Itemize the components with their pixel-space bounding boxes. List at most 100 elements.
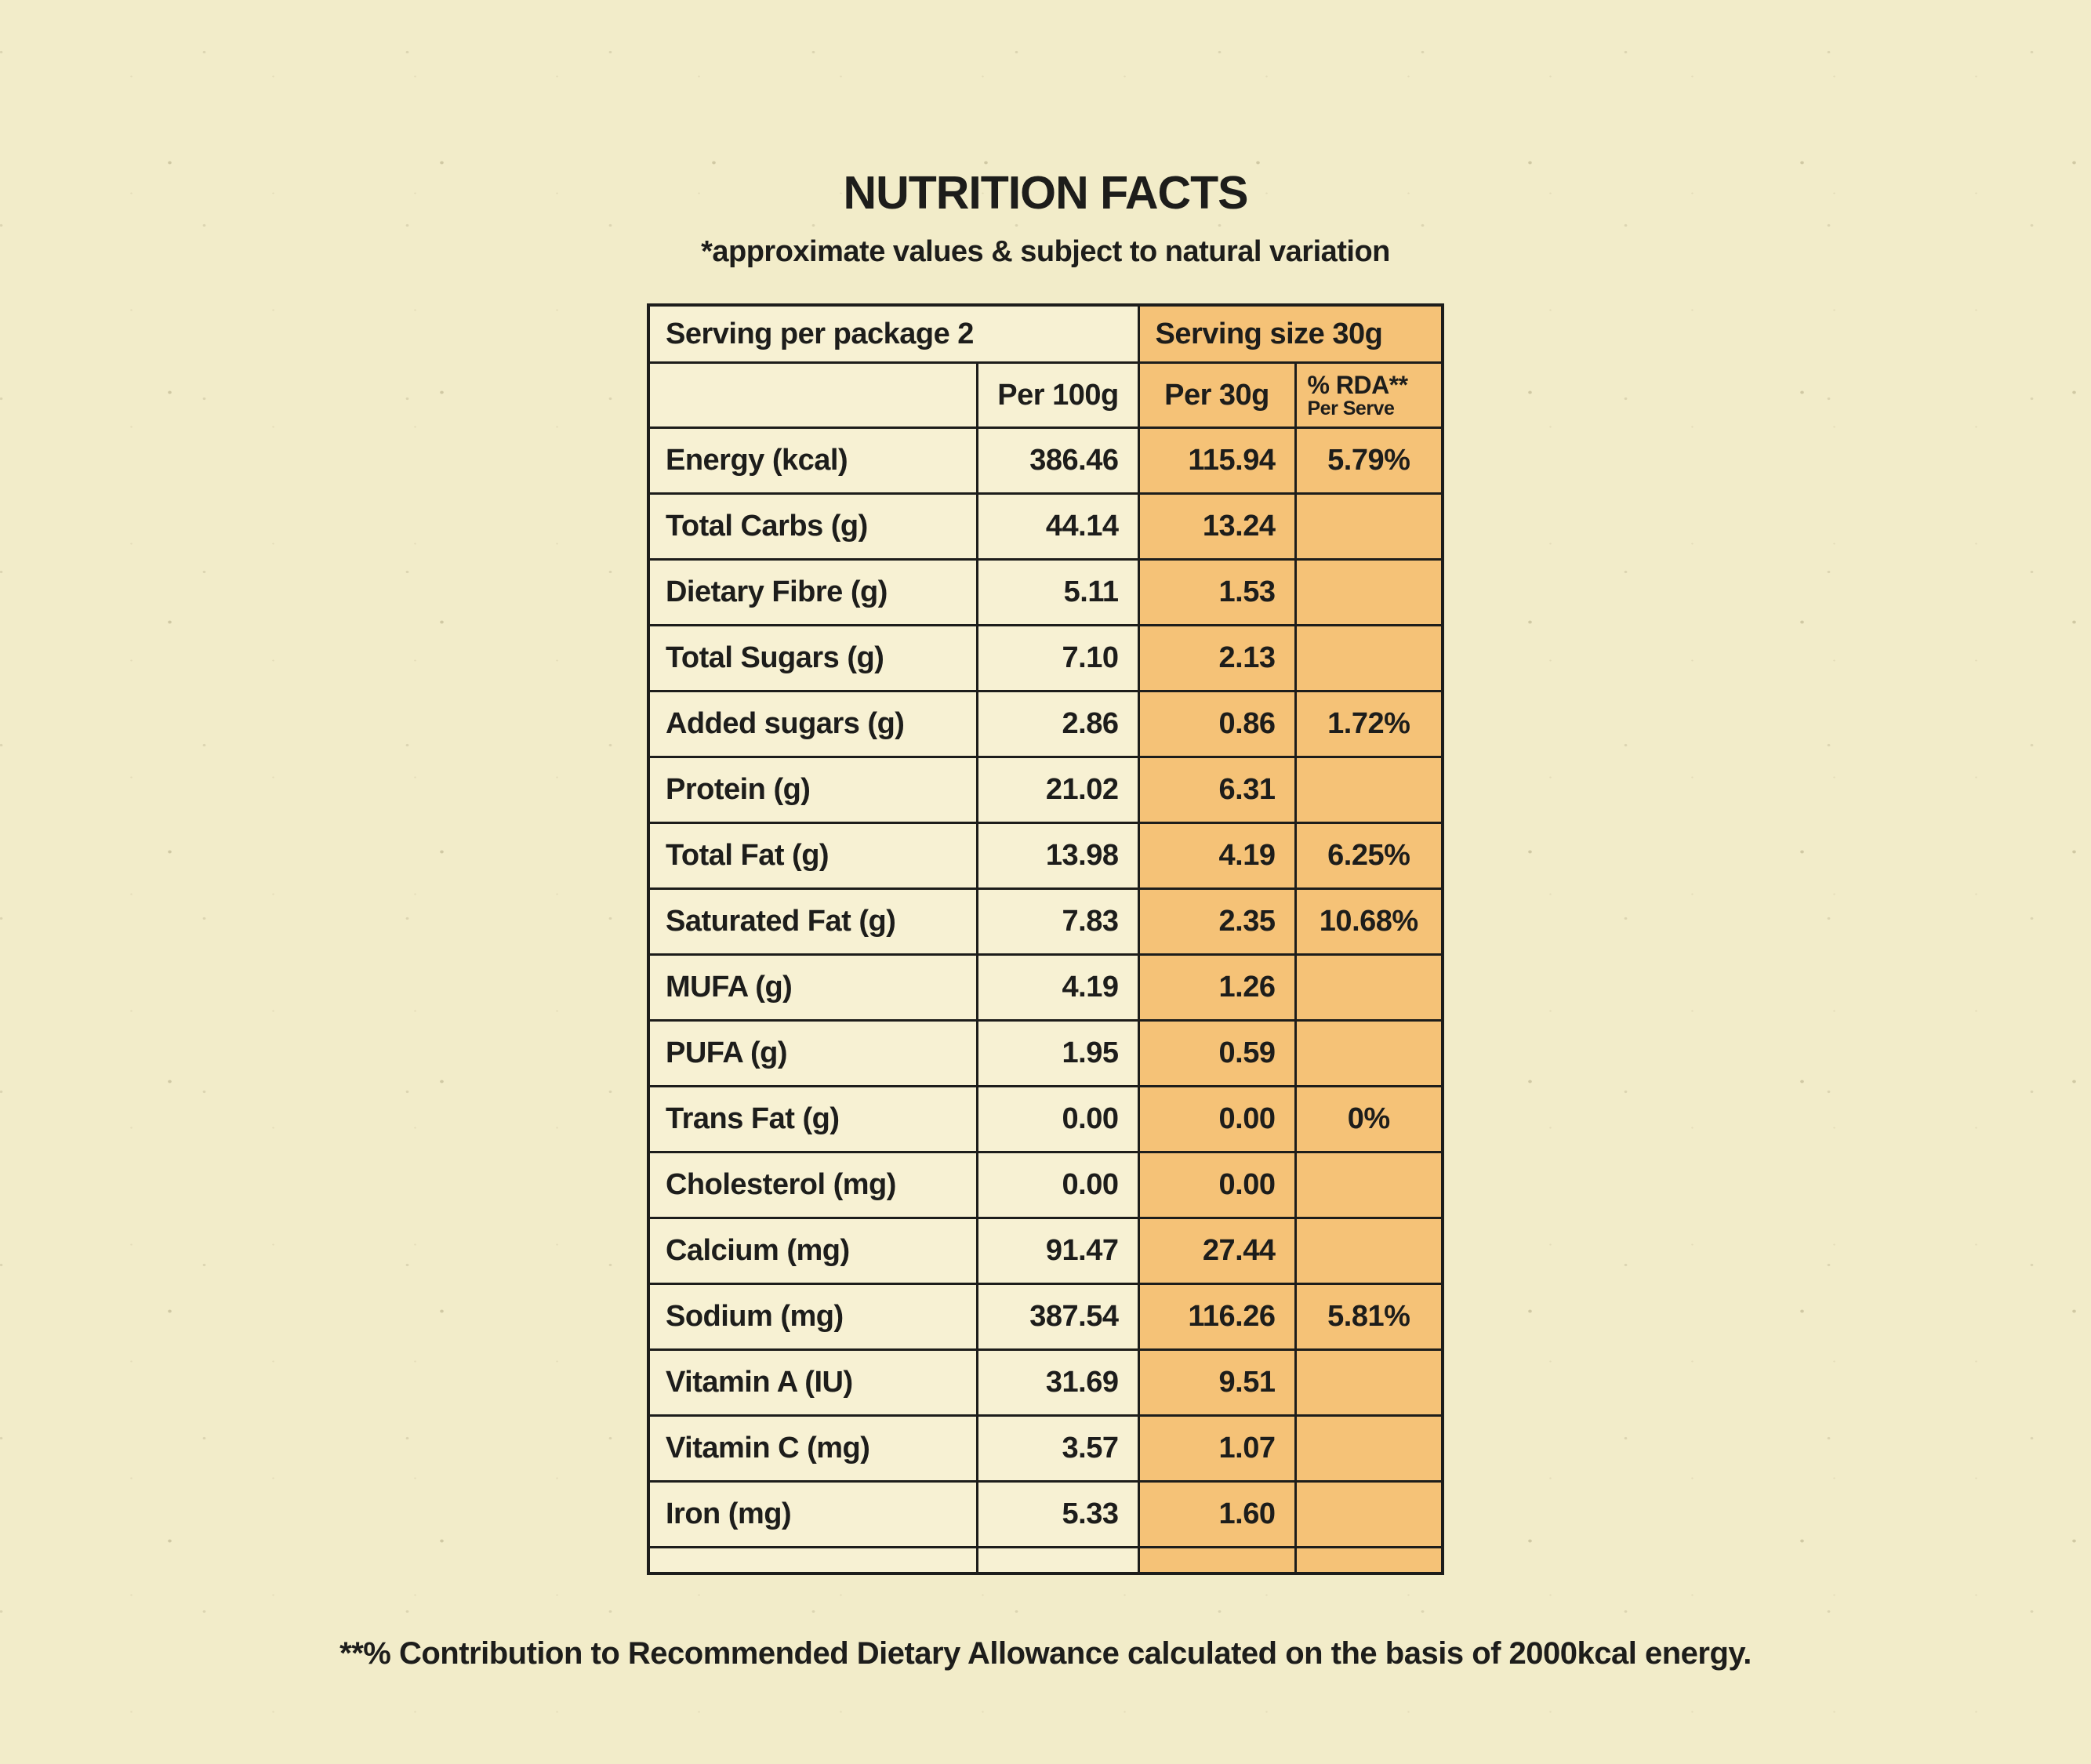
value-per-100g: 0.00 xyxy=(976,1085,1140,1153)
row-label: Total Fat (g) xyxy=(647,822,979,890)
value-rda xyxy=(1294,953,1444,1022)
value-rda: 0% xyxy=(1294,1085,1444,1153)
table-row: Vitamin C (mg) 3.57 1.07 xyxy=(647,1414,1444,1483)
rda-header-line1: % RDA** xyxy=(1307,371,1409,399)
value-per-100g: 4.19 xyxy=(976,953,1140,1022)
row-label: Total Carbs (g) xyxy=(647,492,979,561)
row-label: Sodium (mg) xyxy=(647,1283,979,1351)
page-title: NUTRITION FACTS xyxy=(843,167,1249,219)
row-label: MUFA (g) xyxy=(647,953,979,1022)
value-per-100g: 7.10 xyxy=(976,624,1140,692)
table-row: Trans Fat (g) 0.00 0.00 0% xyxy=(647,1085,1444,1153)
table-row: Iron (mg) 5.33 1.60 xyxy=(647,1480,1444,1548)
table-row: Saturated Fat (g) 7.83 2.35 10.68% xyxy=(647,887,1444,956)
row-label: Iron (mg) xyxy=(647,1480,979,1548)
value-per-100g: 13.98 xyxy=(976,822,1140,890)
value-per-100g: 0.00 xyxy=(976,1151,1140,1219)
row-label: Saturated Fat (g) xyxy=(647,887,979,956)
value-per-30g: 13.24 xyxy=(1137,492,1297,561)
value-per-100g: 5.33 xyxy=(976,1480,1140,1548)
table-row: Vitamin A (IU) 31.69 9.51 xyxy=(647,1348,1444,1417)
value-rda xyxy=(1294,624,1444,692)
value-rda xyxy=(1294,1414,1444,1483)
table-row: Added sugars (g) 2.86 0.86 1.72% xyxy=(647,690,1444,758)
value-rda: 5.81% xyxy=(1294,1283,1444,1351)
value-rda: 1.72% xyxy=(1294,690,1444,758)
value-per-30g: 1.60 xyxy=(1137,1480,1297,1548)
row-label: PUFA (g) xyxy=(647,1019,979,1087)
table-row: Cholesterol (mg) 0.00 0.00 xyxy=(647,1151,1444,1219)
table-row: Sodium (mg) 387.54 116.26 5.81% xyxy=(647,1283,1444,1351)
value-per-30g: 1.53 xyxy=(1137,558,1297,626)
value-rda: 10.68% xyxy=(1294,887,1444,956)
table-row: MUFA (g) 4.19 1.26 xyxy=(647,953,1444,1022)
value-per-30g: 115.94 xyxy=(1137,426,1297,495)
row-label: Cholesterol (mg) xyxy=(647,1151,979,1219)
value-per-30g: 27.44 xyxy=(1137,1217,1297,1285)
value-rda xyxy=(1294,1151,1444,1219)
table-row: Dietary Fibre (g) 5.11 1.53 xyxy=(647,558,1444,626)
per-100g-column-header: Per 100g xyxy=(976,361,1140,429)
spacer-row xyxy=(647,1546,1444,1573)
row-label: Vitamin C (mg) xyxy=(647,1414,979,1483)
value-per-100g: 5.11 xyxy=(976,558,1140,626)
serving-per-package-header: Serving per package 2 xyxy=(647,303,1140,364)
column-header-row: Per 100g Per 30g % RDA** Per Serve xyxy=(647,361,1444,429)
value-per-30g: 9.51 xyxy=(1137,1348,1297,1417)
value-per-30g: 0.86 xyxy=(1137,690,1297,758)
nutrient-column-header xyxy=(647,361,979,429)
row-label: Vitamin A (IU) xyxy=(647,1348,979,1417)
nutrition-label: NUTRITION FACTS *approximate values & su… xyxy=(339,167,1752,1671)
value-per-100g: 91.47 xyxy=(976,1217,1140,1285)
value-per-100g: 21.02 xyxy=(976,756,1140,824)
value-rda xyxy=(1294,558,1444,626)
value-per-30g: 4.19 xyxy=(1137,822,1297,890)
row-label: Total Sugars (g) xyxy=(647,624,979,692)
footnote: **% Contribution to Recommended Dietary … xyxy=(339,1636,1752,1671)
table-row: Total Carbs (g) 44.14 13.24 xyxy=(647,492,1444,561)
value-rda xyxy=(1294,1217,1444,1285)
serving-size-header: Serving size 30g xyxy=(1137,303,1444,364)
value-per-100g: 7.83 xyxy=(976,887,1140,956)
value-per-100g: 31.69 xyxy=(976,1348,1140,1417)
page-subtitle: *approximate values & subject to natural… xyxy=(701,235,1390,268)
nutrition-table: Serving per package 2 Serving size 30g P… xyxy=(646,303,1444,1575)
value-per-100g: 387.54 xyxy=(976,1283,1140,1351)
value-per-30g: 6.31 xyxy=(1137,756,1297,824)
value-per-100g: 3.57 xyxy=(976,1414,1140,1483)
per-30g-column-header: Per 30g xyxy=(1137,361,1297,429)
rda-header-line2: Per Serve xyxy=(1307,397,1395,419)
table-row: Calcium (mg) 91.47 27.44 xyxy=(647,1217,1444,1285)
row-label: Calcium (mg) xyxy=(647,1217,979,1285)
value-per-30g: 2.13 xyxy=(1137,624,1297,692)
value-per-100g: 1.95 xyxy=(976,1019,1140,1087)
row-label: Energy (kcal) xyxy=(647,426,979,495)
row-label: Trans Fat (g) xyxy=(647,1085,979,1153)
value-per-100g: 386.46 xyxy=(976,426,1140,495)
value-rda xyxy=(1294,756,1444,824)
rda-column-header: % RDA** Per Serve xyxy=(1294,361,1444,429)
serving-header-row: Serving per package 2 Serving size 30g xyxy=(647,303,1444,364)
value-per-30g: 0.59 xyxy=(1137,1019,1297,1087)
value-rda xyxy=(1294,1348,1444,1417)
value-per-30g: 1.26 xyxy=(1137,953,1297,1022)
row-label: Dietary Fibre (g) xyxy=(647,558,979,626)
table-row: Total Fat (g) 13.98 4.19 6.25% xyxy=(647,822,1444,890)
value-rda xyxy=(1294,492,1444,561)
value-rda: 5.79% xyxy=(1294,426,1444,495)
value-rda xyxy=(1294,1019,1444,1087)
value-per-30g: 1.07 xyxy=(1137,1414,1297,1483)
value-per-30g: 2.35 xyxy=(1137,887,1297,956)
row-label: Protein (g) xyxy=(647,756,979,824)
value-per-30g: 0.00 xyxy=(1137,1151,1297,1219)
table-row: PUFA (g) 1.95 0.59 xyxy=(647,1019,1444,1087)
value-per-100g: 44.14 xyxy=(976,492,1140,561)
value-rda: 6.25% xyxy=(1294,822,1444,890)
value-per-30g: 0.00 xyxy=(1137,1085,1297,1153)
table-row: Energy (kcal) 386.46 115.94 5.79% xyxy=(647,426,1444,495)
value-per-30g: 116.26 xyxy=(1137,1283,1297,1351)
nutrition-table-body: Energy (kcal) 386.46 115.94 5.79% Total … xyxy=(647,426,1444,1548)
row-label: Added sugars (g) xyxy=(647,690,979,758)
table-row: Protein (g) 21.02 6.31 xyxy=(647,756,1444,824)
value-per-100g: 2.86 xyxy=(976,690,1140,758)
